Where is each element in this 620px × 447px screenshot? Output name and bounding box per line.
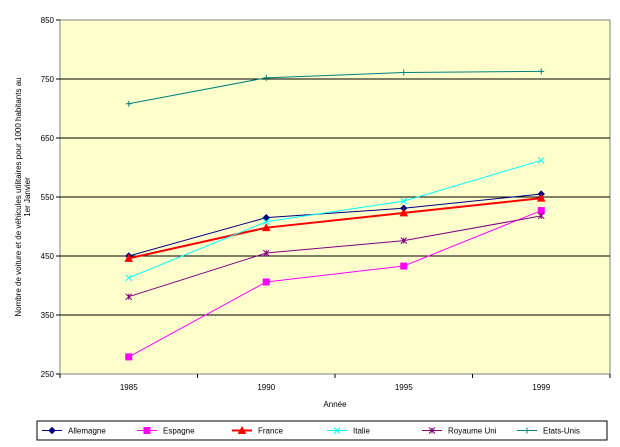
legend: Allemagne Espagne France Italie Royaume Uni E… xyxy=(36,420,608,441)
x-tick-label: 1990 xyxy=(257,383,275,392)
data-point xyxy=(125,353,133,361)
legend-item: Etats-Unis xyxy=(517,427,580,436)
data-point xyxy=(428,427,436,434)
y-axis-title: Nombre de voiture et de véhicules utilit… xyxy=(14,77,23,316)
legend-item: Royaume Uni xyxy=(422,427,497,436)
series-line xyxy=(128,193,542,257)
series-etats-unis xyxy=(125,68,545,107)
data-point xyxy=(400,262,408,270)
series-line xyxy=(128,215,542,298)
data-point xyxy=(125,274,133,282)
series-france xyxy=(124,193,546,262)
series-espagne xyxy=(125,207,545,361)
data-point xyxy=(524,427,530,434)
data-point xyxy=(538,68,545,75)
data-point xyxy=(400,69,407,76)
x-axis-title: Année xyxy=(323,400,347,409)
series-italie xyxy=(125,157,545,282)
series-layer xyxy=(124,68,546,361)
data-point xyxy=(237,425,247,434)
data-point xyxy=(262,218,270,226)
x-tick-label: 1999 xyxy=(532,383,550,392)
tick-labels: 250 350 450 550 650 750 850 1985 1990 1995 1999 xyxy=(41,16,551,392)
data-point xyxy=(124,253,134,262)
series-line xyxy=(128,70,542,105)
legend-label: Italie xyxy=(353,427,370,436)
data-point xyxy=(399,208,409,217)
legend-label: Royaume Uni xyxy=(448,427,497,436)
legend-box xyxy=(36,420,608,441)
data-point xyxy=(400,237,408,245)
data-point xyxy=(536,193,546,202)
data-point xyxy=(400,197,408,205)
y-tick-label: 450 xyxy=(41,252,55,261)
y-tick-label: 350 xyxy=(41,311,55,320)
data-point xyxy=(143,427,151,434)
series-line xyxy=(128,159,542,279)
y-axis-title-group: Nombre de voiture et de véhicules utilit… xyxy=(14,77,32,316)
legend-label: Espagne xyxy=(163,427,195,436)
y-tick-label: 550 xyxy=(41,193,55,202)
data-point xyxy=(261,223,271,232)
data-point xyxy=(537,157,545,164)
y-tick-label: 750 xyxy=(41,75,55,84)
gridlines xyxy=(56,19,611,378)
data-point xyxy=(537,212,545,220)
legend-item: Italie xyxy=(327,427,370,436)
data-point xyxy=(262,213,270,222)
y-tick-label: 850 xyxy=(41,16,55,25)
data-point xyxy=(125,293,133,301)
data-point xyxy=(333,427,341,434)
legend-label: France xyxy=(258,427,283,436)
data-point xyxy=(125,100,132,107)
x-tick-label: 1985 xyxy=(120,383,138,392)
legend-label: Etats-Unis xyxy=(543,427,580,436)
legend-item: France xyxy=(232,425,283,436)
series-royaume-uni xyxy=(125,212,545,301)
data-point xyxy=(48,426,56,435)
y-tick-label: 650 xyxy=(41,134,55,143)
series-line xyxy=(128,197,542,260)
data-point xyxy=(537,207,545,215)
data-point xyxy=(262,278,270,286)
series-line xyxy=(128,210,542,358)
y-axis-title: 1er Janvier xyxy=(23,177,32,217)
legend-item: Espagne xyxy=(137,427,195,436)
data-point xyxy=(263,74,270,81)
legend-label: Allemagne xyxy=(68,427,106,436)
x-tick-label: 1995 xyxy=(395,383,413,392)
data-point xyxy=(262,249,270,257)
y-tick-label: 250 xyxy=(41,370,55,379)
legend-item: Allemagne xyxy=(42,427,106,436)
